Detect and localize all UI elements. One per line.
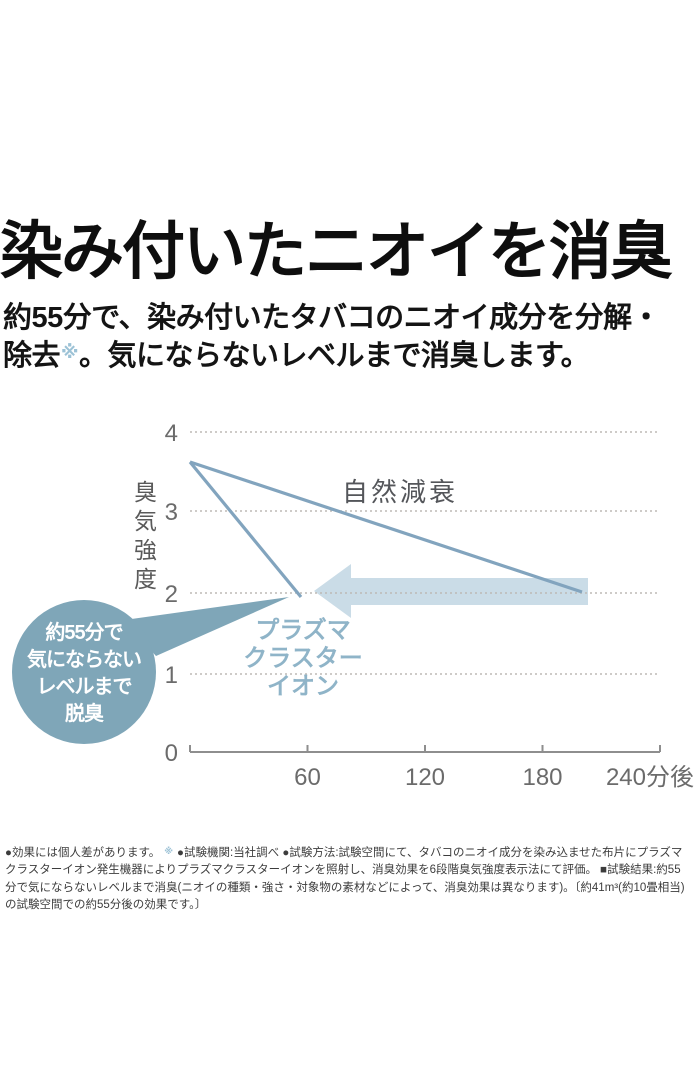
subtitle-line2-post: 。気にならないレベルまで消臭します。 xyxy=(78,340,590,372)
plasmacluster-label-line1: プラズマ xyxy=(255,617,351,644)
x-tick-60: 60 xyxy=(294,764,321,791)
callout-line1: 約55分で xyxy=(45,622,123,644)
page-title: 染み付いたニオイを消臭 xyxy=(0,217,673,288)
callout-line4: 脱臭 xyxy=(65,703,104,725)
natural-decay-line xyxy=(189,460,583,594)
callout-text: 約55分で 気にならない レベルまで 脱臭 xyxy=(10,620,158,728)
callout-line2: 気にならない xyxy=(27,649,142,671)
y-tick-1: 1 xyxy=(165,662,178,689)
plasmacluster-line xyxy=(188,460,303,599)
footnote-seg2: ●試験機関:当社調べ ●試験方法:試験空間にて、タバコのニオイ成分を染み込ませた… xyxy=(5,846,685,912)
y-tick-4: 4 xyxy=(165,420,178,447)
plasmacluster-label: プラズマ クラスター イオン xyxy=(224,617,382,701)
subtitle-line1: 約55分で、染み付いたタバコのニオイ成分を分解・ xyxy=(3,302,661,334)
y-tick-3: 3 xyxy=(165,499,178,526)
callout-line3: レベルまで xyxy=(36,676,133,698)
x-tick-120: 120 xyxy=(405,764,445,791)
x-tick-180: 180 xyxy=(522,764,562,791)
footnote-asterisk: ※ xyxy=(164,845,174,856)
y-tick-2: 2 xyxy=(165,581,178,608)
y-tick-0: 0 xyxy=(165,740,178,767)
plasmacluster-label-line3: イオン xyxy=(267,673,339,700)
natural-decay-label: 自然減衰 xyxy=(342,477,459,507)
footnote-seg1: ●効果には個人差があります。 xyxy=(5,846,161,859)
chart-canvas: 4 3 2 1 0 60 120 180 240分後 xyxy=(12,420,694,791)
footnote-asterisk-mark: ※ xyxy=(61,342,78,362)
callout-tail xyxy=(124,597,289,656)
x-tick-240: 240分後 xyxy=(606,764,694,791)
y-axis-title: 臭気強度 xyxy=(134,479,157,592)
callout-bubble xyxy=(12,600,156,744)
plasmacluster-label-line2: クラスター xyxy=(243,645,363,672)
time-reduction-arrow xyxy=(314,564,588,618)
subtitle: 約55分で、染み付いたタバコのニオイ成分を分解・ 除去※。気にならないレベルまで… xyxy=(3,299,693,378)
subtitle-line2-pre: 除去 xyxy=(3,340,61,372)
odor-intensity-chart: 4 3 2 1 0 60 120 180 240分後 xyxy=(0,400,695,800)
footnote: ●効果には個人差があります。 ※ ●試験機関:当社調べ ●試験方法:試験空間にて、タ… xyxy=(5,845,691,915)
